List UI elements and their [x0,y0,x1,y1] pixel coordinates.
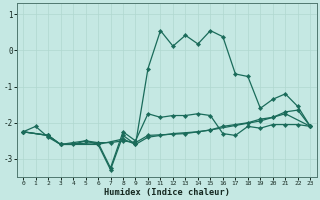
X-axis label: Humidex (Indice chaleur): Humidex (Indice chaleur) [104,188,230,197]
